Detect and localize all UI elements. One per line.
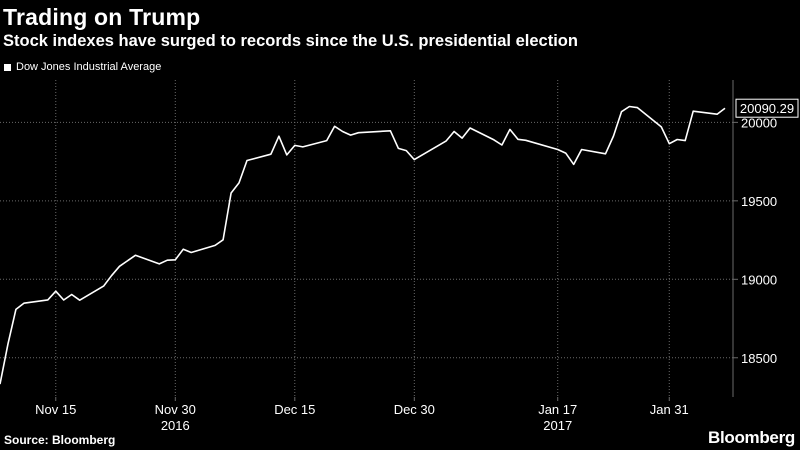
x-tick-label: Dec 30 (394, 402, 435, 417)
y-tick-label: 19000 (741, 272, 777, 287)
legend-label: Dow Jones Industrial Average (16, 61, 162, 73)
chart-subtitle: Stock indexes have surged to records sin… (3, 32, 578, 50)
x-tick-label: Dec 15 (274, 402, 315, 417)
legend-swatch (4, 63, 11, 71)
y-tick-label: 20000 (741, 115, 777, 130)
x-tick-label: Nov 15 (35, 402, 76, 417)
chart-title: Trading on Trump (3, 4, 201, 30)
x-tick-label: Nov 30 (155, 402, 196, 417)
series-line-dow-jones (0, 105, 726, 385)
last-value-box (735, 98, 799, 118)
y-tick-label: 19500 (741, 194, 777, 209)
bloomberg-logo: Bloomberg (707, 428, 795, 447)
x-year-label: 2016 (161, 418, 190, 433)
y-tick-label: 18500 (741, 351, 777, 366)
x-tick-label: Jan 17 (538, 402, 577, 417)
chart-legend: Dow Jones Industrial Average (4, 61, 161, 73)
source-note: Source: Bloomberg (4, 433, 116, 447)
x-tick-label: Jan 31 (650, 402, 689, 417)
x-year-label: 2017 (543, 418, 572, 433)
last-value-label: 20090.29 (740, 101, 794, 116)
